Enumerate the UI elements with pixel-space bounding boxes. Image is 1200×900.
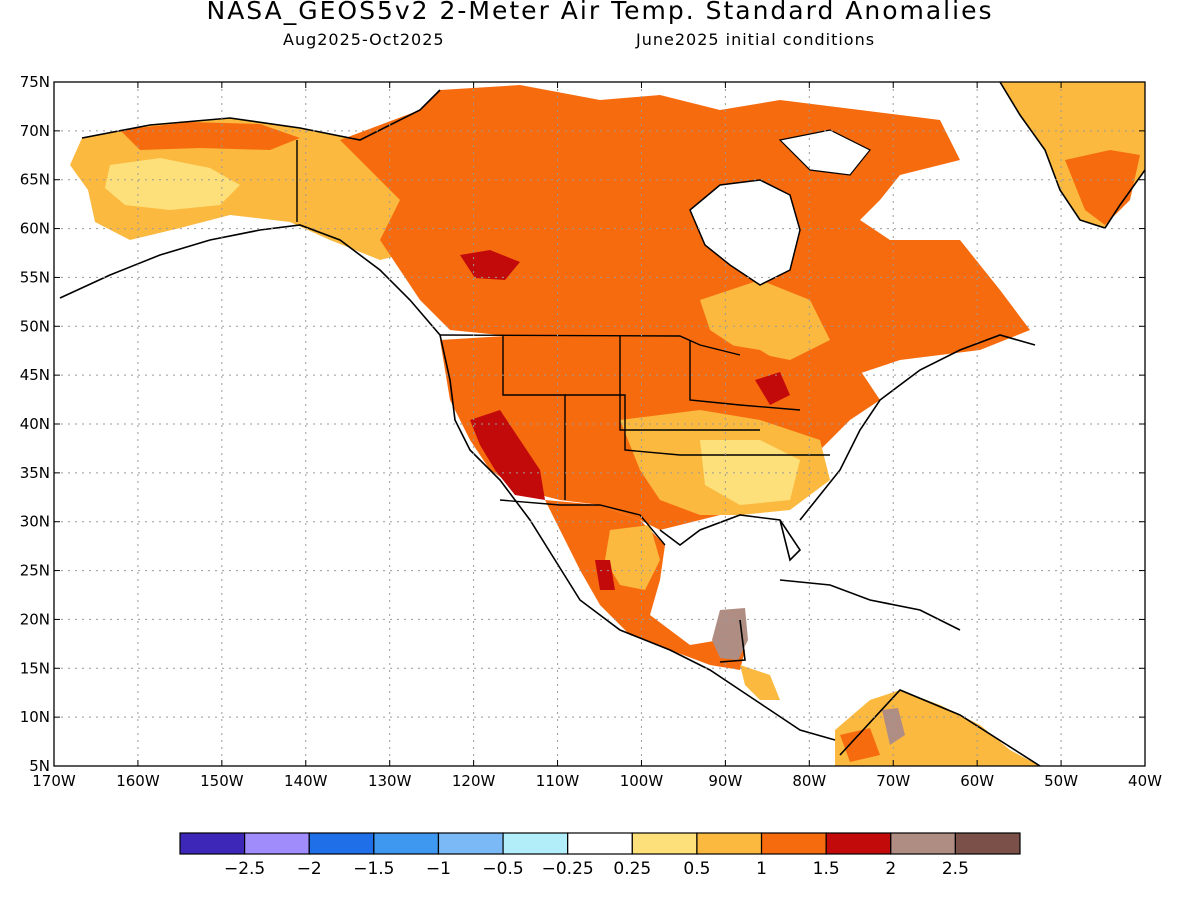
colorbar-swatch [954, 832, 1021, 855]
central-america-warm [740, 665, 780, 700]
axes: 75N 70N 65N 60N 55N 50N 45N 40N 35N 30N 25N 20N 15N 1… [20, 73, 1162, 790]
colorbar-swatch [567, 832, 633, 855]
lat-label: 5N [29, 757, 50, 775]
alaska-light-patch [105, 158, 240, 210]
lat-label: 25N [20, 562, 50, 580]
lon-label: 50W [1044, 772, 1078, 790]
colorbar-swatch [179, 832, 246, 855]
colorbar-label: −2 [297, 859, 322, 879]
canada-very-hot-spot [460, 250, 520, 280]
lat-label: 55N [20, 268, 50, 286]
lon-label: 140W [284, 772, 328, 790]
greenland-hot-patch [1065, 150, 1140, 225]
alaska-north-hot [120, 122, 300, 150]
colorbar-label: 0.5 [683, 859, 710, 879]
lat-label: 10N [20, 708, 50, 726]
usa-southwest-very-hot [470, 410, 545, 500]
colorbar-label: 1 [756, 859, 767, 879]
lon-label: 160W [116, 772, 160, 790]
lat-label: 50N [20, 317, 50, 335]
lon-label: 120W [452, 772, 496, 790]
hudson-bay [689, 179, 801, 286]
colorbar-swatch [502, 832, 569, 855]
lon-label: 150W [200, 772, 244, 790]
lon-label: 90W [708, 772, 742, 790]
lat-label: 15N [20, 659, 50, 677]
colorbar-label: 0.25 [613, 859, 651, 879]
great-lakes-hot-spot [755, 372, 790, 405]
baffin-water [778, 129, 871, 176]
colorbar-label: −0.25 [542, 859, 594, 879]
lon-label: 170W [32, 772, 76, 790]
colorbar-swatch [825, 832, 892, 855]
colorbar-swatch [696, 832, 763, 855]
lat-label: 35N [20, 464, 50, 482]
colorbar-label: 1.5 [813, 859, 840, 879]
colorbar-swatch [890, 832, 956, 855]
colorbar-label: −1.5 [353, 859, 394, 879]
lat-label: 45N [20, 366, 50, 384]
mexico-very-hot-spot [595, 560, 615, 590]
initial-conditions: June2025 initial conditions [636, 30, 876, 49]
colorbar-label: 2.5 [942, 859, 969, 879]
lon-label: 130W [368, 772, 412, 790]
lon-label: 40W [1128, 772, 1162, 790]
lat-label: 40N [20, 415, 50, 433]
borders [296, 140, 830, 546]
lon-label: 110W [536, 772, 580, 790]
colorbar-swatch [437, 832, 504, 855]
colorbar-label: −2.5 [224, 859, 265, 879]
lon-label: 80W [792, 772, 826, 790]
lat-label: 75N [20, 73, 50, 91]
lon-label: 60W [960, 772, 994, 790]
colorbar-swatch [244, 832, 310, 855]
map-area [54, 82, 1145, 766]
colorbar-swatch [631, 832, 698, 855]
canada-warm-patch [700, 280, 830, 360]
colorbar-label: −0.5 [482, 859, 523, 879]
yucatan-extreme-region [712, 608, 748, 660]
colorbar-swatch [760, 832, 827, 855]
colorbar-label: −1 [426, 859, 451, 879]
south-america-anomaly-region [835, 690, 1040, 766]
mexico-warm-patch [605, 525, 660, 590]
lon-label: 70W [876, 772, 910, 790]
colombia-hot [840, 728, 880, 762]
lat-label: 65N [20, 171, 50, 189]
forecast-period: Aug2025-Oct2025 [283, 30, 445, 49]
colorbar: −2.5 −2 −1.5 −1 −0.5 −0.25 0.25 0.5 1 1.5 2 2.5 [179, 832, 1021, 879]
lat-label: 60N [20, 220, 50, 238]
lon-label: 100W [620, 772, 664, 790]
grid-lines [54, 82, 1145, 766]
coastlines [59, 82, 1145, 766]
colorbar-label: 2 [885, 859, 896, 879]
lat-label: 20N [20, 610, 50, 628]
colorbar-swatch [373, 832, 440, 855]
lat-label: 70N [20, 122, 50, 140]
lat-label: 30N [20, 513, 50, 531]
map-title: NASA_GEOS5v2 2-Meter Air Temp. Standard … [206, 0, 994, 25]
colorbar-swatch [308, 832, 375, 855]
